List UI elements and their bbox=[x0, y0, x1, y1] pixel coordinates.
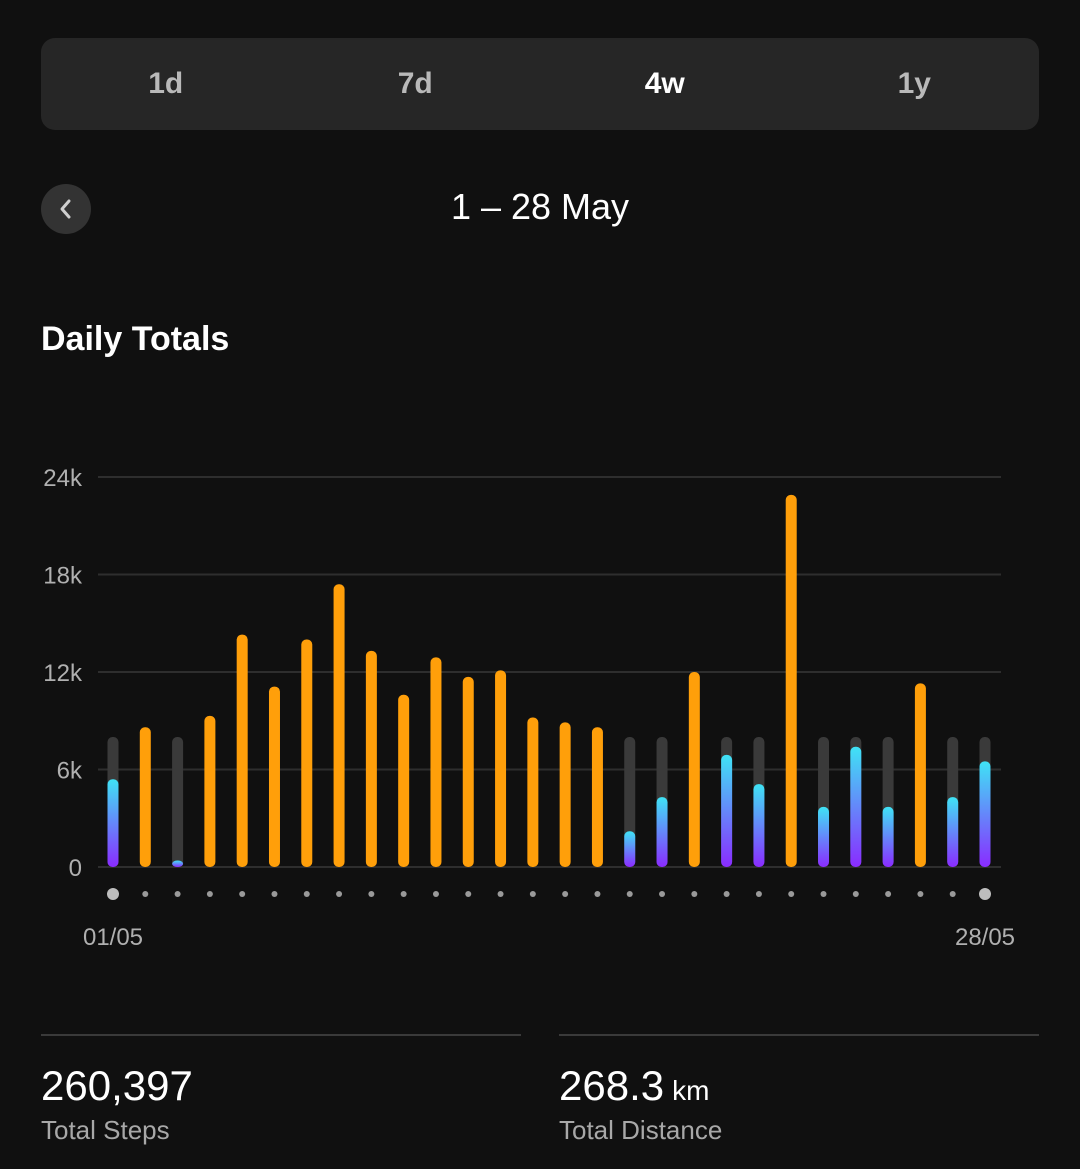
x-tick-dot bbox=[917, 891, 924, 897]
bar-goal-met[interactable] bbox=[333, 584, 345, 867]
y-tick-label: 18k bbox=[43, 563, 83, 590]
bar-below-goal[interactable] bbox=[172, 860, 184, 868]
tab-1y[interactable]: 1y bbox=[897, 67, 931, 100]
x-tick-dot bbox=[949, 891, 956, 897]
bar-goal-met[interactable] bbox=[688, 672, 700, 867]
x-tick-dot bbox=[107, 888, 119, 900]
bar-goal-met[interactable] bbox=[139, 727, 151, 867]
bar-goal-met[interactable] bbox=[398, 694, 410, 867]
x-tick-dot bbox=[271, 891, 278, 897]
bar-goal-met[interactable] bbox=[204, 715, 216, 867]
x-tick-dot bbox=[626, 891, 633, 897]
tab-7d[interactable]: 7d bbox=[397, 67, 433, 100]
section-title: Daily Totals bbox=[41, 320, 230, 358]
x-tick-dot bbox=[497, 891, 504, 897]
distance-unit: km bbox=[672, 1075, 710, 1106]
bar-goal-met[interactable] bbox=[301, 639, 313, 868]
bar-below-goal[interactable] bbox=[979, 761, 991, 867]
bar-below-goal[interactable] bbox=[882, 806, 894, 867]
total-distance-value: 268.3 km bbox=[559, 1062, 709, 1110]
chevron-left-icon bbox=[60, 199, 71, 219]
tab-4w[interactable]: 4w bbox=[644, 67, 685, 100]
bar-goal-met[interactable] bbox=[495, 670, 507, 867]
y-tick-label: 0 bbox=[69, 855, 82, 882]
x-tick-dot bbox=[239, 891, 246, 897]
bar-goal-met[interactable] bbox=[527, 717, 539, 868]
distance-divider bbox=[559, 1034, 1039, 1036]
bar-goal-met[interactable] bbox=[591, 727, 603, 867]
x-tick-dot bbox=[755, 891, 762, 897]
x-tick-label: 01/05 bbox=[83, 924, 143, 951]
tab-1d[interactable]: 1d bbox=[148, 67, 184, 100]
x-tick-dot bbox=[400, 891, 407, 897]
x-tick-dot bbox=[788, 891, 795, 897]
period-label: 1 – 28 May bbox=[450, 186, 630, 227]
bar-goal-met[interactable] bbox=[268, 686, 280, 867]
x-tick-dot bbox=[174, 891, 181, 897]
y-tick-label: 24k bbox=[43, 465, 83, 492]
y-tick-label: 12k bbox=[43, 660, 83, 687]
x-tick-dot bbox=[432, 891, 439, 897]
bar-goal-met[interactable] bbox=[785, 494, 797, 867]
bar-goal-met[interactable] bbox=[430, 657, 442, 867]
x-tick-dot bbox=[852, 891, 859, 897]
x-tick-label: 28/05 bbox=[955, 924, 1015, 951]
bar-below-goal[interactable] bbox=[107, 779, 119, 867]
x-tick-dot bbox=[820, 891, 827, 897]
range-selector: 1d 7d 4w 1y bbox=[41, 38, 1039, 130]
x-tick-dot bbox=[303, 891, 310, 897]
bar-below-goal[interactable] bbox=[753, 784, 765, 867]
bar-goal-met[interactable] bbox=[462, 676, 474, 867]
x-tick-dot bbox=[723, 891, 730, 897]
total-steps-label: Total Steps bbox=[41, 1115, 170, 1145]
steps-divider bbox=[41, 1034, 521, 1036]
distance-number: 268.3 bbox=[559, 1062, 665, 1109]
bar-below-goal[interactable] bbox=[721, 754, 733, 867]
goal-track bbox=[172, 737, 184, 867]
bar-below-goal[interactable] bbox=[947, 797, 959, 867]
x-tick-dot bbox=[691, 891, 698, 897]
x-tick-dot bbox=[885, 891, 892, 897]
total-distance-label: Total Distance bbox=[559, 1115, 723, 1145]
bar-goal-met[interactable] bbox=[914, 683, 926, 867]
x-tick-dot bbox=[562, 891, 569, 897]
daily-steps-chart: 0 6k 12k 18k 24k 01/05 28/05 bbox=[43, 465, 1015, 951]
x-tick-dot bbox=[142, 891, 149, 897]
bar-below-goal[interactable] bbox=[850, 746, 862, 867]
bar-goal-met[interactable] bbox=[559, 722, 571, 867]
x-tick-dot bbox=[659, 891, 666, 897]
previous-period-button[interactable] bbox=[41, 184, 91, 234]
x-tick-dot bbox=[206, 891, 213, 897]
x-tick-dot bbox=[336, 891, 343, 897]
x-tick-dot bbox=[368, 891, 375, 897]
x-tick-dot bbox=[465, 891, 472, 897]
bar-below-goal[interactable] bbox=[818, 806, 830, 867]
bar-goal-met[interactable] bbox=[236, 634, 248, 867]
x-tick-dot bbox=[529, 891, 536, 897]
bar-below-goal[interactable] bbox=[624, 831, 636, 867]
x-tick-dot bbox=[594, 891, 601, 897]
bar-goal-met[interactable] bbox=[365, 650, 377, 867]
bar-below-goal[interactable] bbox=[656, 797, 668, 867]
total-steps-value: 260,397 bbox=[41, 1062, 193, 1109]
x-tick-dot bbox=[979, 888, 991, 900]
y-tick-label: 6k bbox=[57, 758, 83, 785]
